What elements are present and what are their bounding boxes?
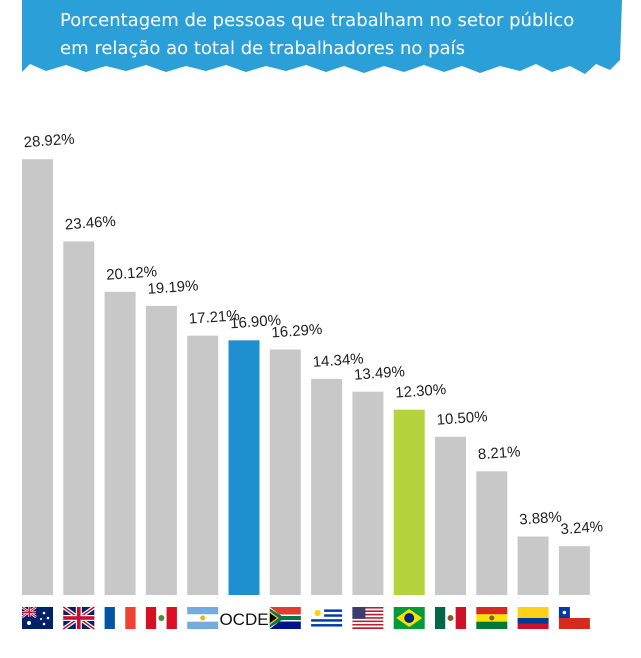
value-label-colombia: 3.88% (519, 509, 563, 529)
value-label-australia: 28.92% (23, 131, 75, 152)
peru-flag-icon (145, 607, 177, 629)
france-flag-icon (104, 607, 136, 629)
bar-usa (352, 391, 384, 595)
bar-australia (22, 159, 53, 596)
value-label-usa: 13.49% (353, 363, 405, 384)
bar-uruguay (311, 378, 343, 595)
uruguay-flag-icon (311, 607, 343, 629)
chile-flag-icon (558, 607, 590, 629)
value-label-uk: 23.46% (64, 213, 116, 234)
value-label-bolivia: 8.21% (477, 443, 521, 463)
bar-argentina (187, 335, 219, 595)
ocde-tick-label: OCDE (219, 610, 268, 629)
value-label-mexico: 10.50% (436, 408, 488, 429)
bar-south-africa (269, 349, 301, 595)
argentina-flag-icon (187, 607, 219, 629)
value-label-OCDE: 16.90% (230, 312, 282, 333)
bar-france (104, 291, 136, 595)
bolivia-flag-icon (476, 607, 508, 629)
value-label-peru: 19.19% (147, 277, 199, 298)
bar-mexico (435, 436, 466, 595)
south-africa-flag-icon (269, 607, 301, 629)
bar-colombia (517, 536, 549, 595)
bar-uk (63, 241, 95, 596)
value-label-brazil: 12.30% (395, 381, 447, 402)
colombia-flag-icon (517, 607, 549, 629)
chart-title-line1: Porcentagem de pessoas que trabalham no … (60, 10, 574, 31)
value-label-france: 20.12% (106, 263, 158, 284)
australia-flag-icon (21, 605, 53, 629)
bar-brazil (393, 409, 425, 595)
value-label-chile: 3.24% (560, 518, 604, 538)
uk-flag-icon (62, 605, 96, 631)
bar-chile (558, 546, 590, 595)
svg-text:OCDE: OCDE (219, 610, 268, 629)
bar-bolivia (476, 471, 508, 595)
bar-OCDE (228, 340, 260, 595)
brazil-flag-icon (393, 607, 425, 629)
bar-peru (145, 305, 177, 595)
mexico-flag-icon (435, 607, 466, 629)
value-label-argentina: 17.21% (188, 307, 240, 328)
usa-flag-icon (352, 607, 384, 629)
value-label-south-africa: 16.29% (271, 321, 323, 342)
value-label-uruguay: 14.34% (312, 350, 364, 371)
chart-title-line2: em relação ao total de trabalhadores no … (60, 38, 465, 59)
title-banner: Porcentagem de pessoas que trabalham no … (22, 0, 622, 74)
